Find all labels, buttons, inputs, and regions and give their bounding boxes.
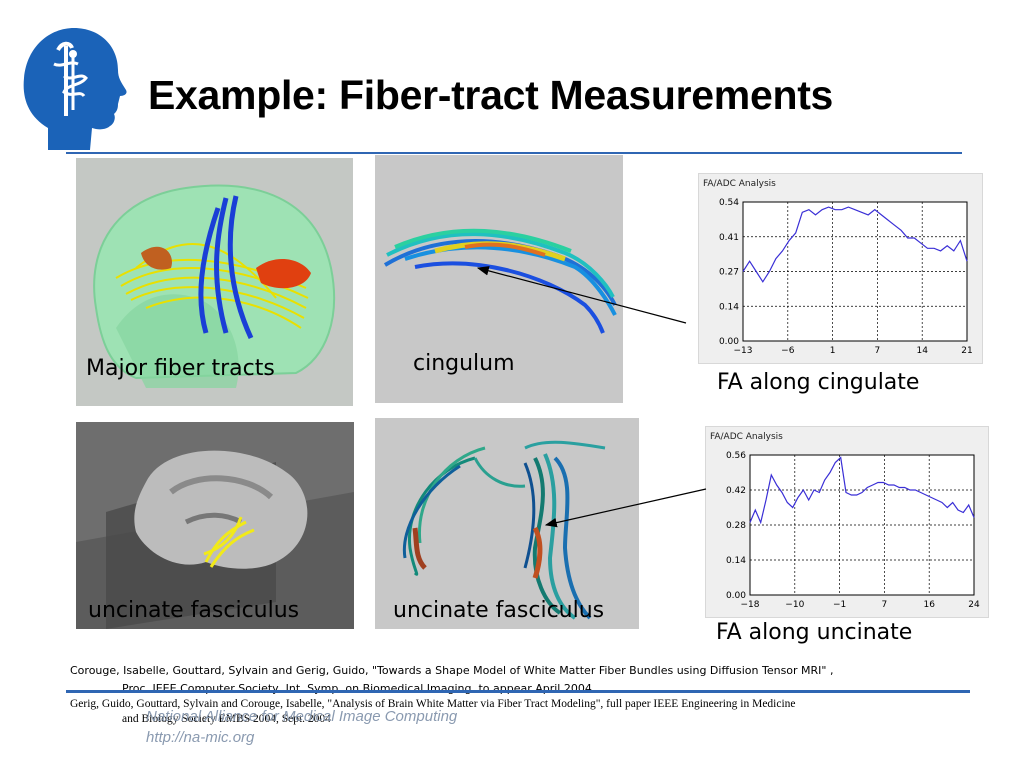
- footer-org: National Alliance for Medical Image Comp…: [146, 708, 458, 725]
- cingulate-fa-plot: FA/ADC Analysis 0.54 0.41 0.27 0.14 0.00 −13 −…: [698, 173, 983, 364]
- y-tick-label: 0.54: [719, 198, 739, 208]
- y-tick-label: 0.42: [726, 486, 746, 496]
- x-tick-label: 24: [968, 600, 980, 610]
- fa-series-line: [749, 456, 975, 525]
- uncinate-slice-image: uncinate fasciculus: [76, 422, 354, 629]
- y-tick-label: 0.27: [719, 268, 739, 278]
- major-fiber-tracts-caption: Major fiber tracts: [86, 356, 275, 381]
- y-tick-label: 0.28: [726, 521, 746, 531]
- uncinate-fa-plot: FA/ADC Analysis 0.56 0.42 0.28 0.14 0.00 −18 −…: [705, 426, 989, 618]
- uncinate-tracts-image: uncinate fasciculus: [375, 418, 639, 629]
- major-fiber-tracts-image: Major fiber tracts: [76, 158, 353, 406]
- cingulum-image: cingulum: [375, 155, 623, 403]
- cingulum-caption: cingulum: [413, 351, 515, 376]
- fa-series-line: [742, 206, 968, 283]
- uncinate-fa-caption: FA along uncinate: [716, 620, 913, 645]
- y-tick-label: 0.56: [726, 451, 746, 461]
- y-tick-label: 0.00: [726, 591, 746, 601]
- head-caduceus-logo: [18, 20, 128, 152]
- x-tick-label: 14: [916, 346, 928, 356]
- slide-title: Example: Fiber-tract Measurements: [148, 72, 834, 118]
- cingulate-plot-window-title: FA/ADC Analysis: [703, 179, 776, 189]
- x-tick-label: 7: [882, 600, 888, 610]
- x-tick-label: 16: [923, 600, 935, 610]
- x-tick-label: 21: [961, 346, 972, 356]
- y-tick-label: 0.41: [719, 233, 739, 243]
- x-tick-label: 7: [875, 346, 881, 356]
- x-tick-label: −6: [781, 346, 795, 356]
- x-tick-label: −1: [833, 600, 846, 610]
- y-tick-label: 0.00: [719, 337, 739, 347]
- y-tick-label: 0.14: [719, 302, 739, 312]
- cingulate-fa-caption: FA along cingulate: [717, 370, 920, 395]
- cingulate-plot-svg: 0.54 0.41 0.27 0.14 0.00−13 −6 1 7 14 21: [719, 198, 973, 356]
- footer-url: http://na-mic.org: [146, 729, 255, 746]
- reference-1-line-1: Corouge, Isabelle, Gouttard, Sylvain and…: [70, 664, 834, 677]
- uncinate-tracts-caption: uncinate fasciculus: [393, 598, 605, 623]
- reference-1-line-2: Proc. IEEE Computer Society, Int. Symp. …: [122, 682, 592, 695]
- uncinate-slice-caption: uncinate fasciculus: [88, 598, 300, 623]
- reference-2-line-1: Gerig, Guido, Gouttard, Sylvain and Coro…: [70, 698, 796, 710]
- x-tick-label: 1: [830, 346, 836, 356]
- x-tick-label: −13: [734, 346, 753, 356]
- x-tick-label: −18: [741, 600, 760, 610]
- x-tick-label: −10: [785, 600, 804, 610]
- uncinate-plot-svg: 0.56 0.42 0.28 0.14 0.00−18 −10 −1 7 16 24: [726, 451, 980, 610]
- y-tick-label: 0.14: [726, 556, 746, 566]
- uncinate-plot-window-title: FA/ADC Analysis: [710, 432, 783, 442]
- title-divider: [66, 152, 962, 154]
- footer-divider: [66, 690, 970, 693]
- reference-2-line-2: and Biology Society EMBS 2004, Sept. 200…: [122, 713, 331, 725]
